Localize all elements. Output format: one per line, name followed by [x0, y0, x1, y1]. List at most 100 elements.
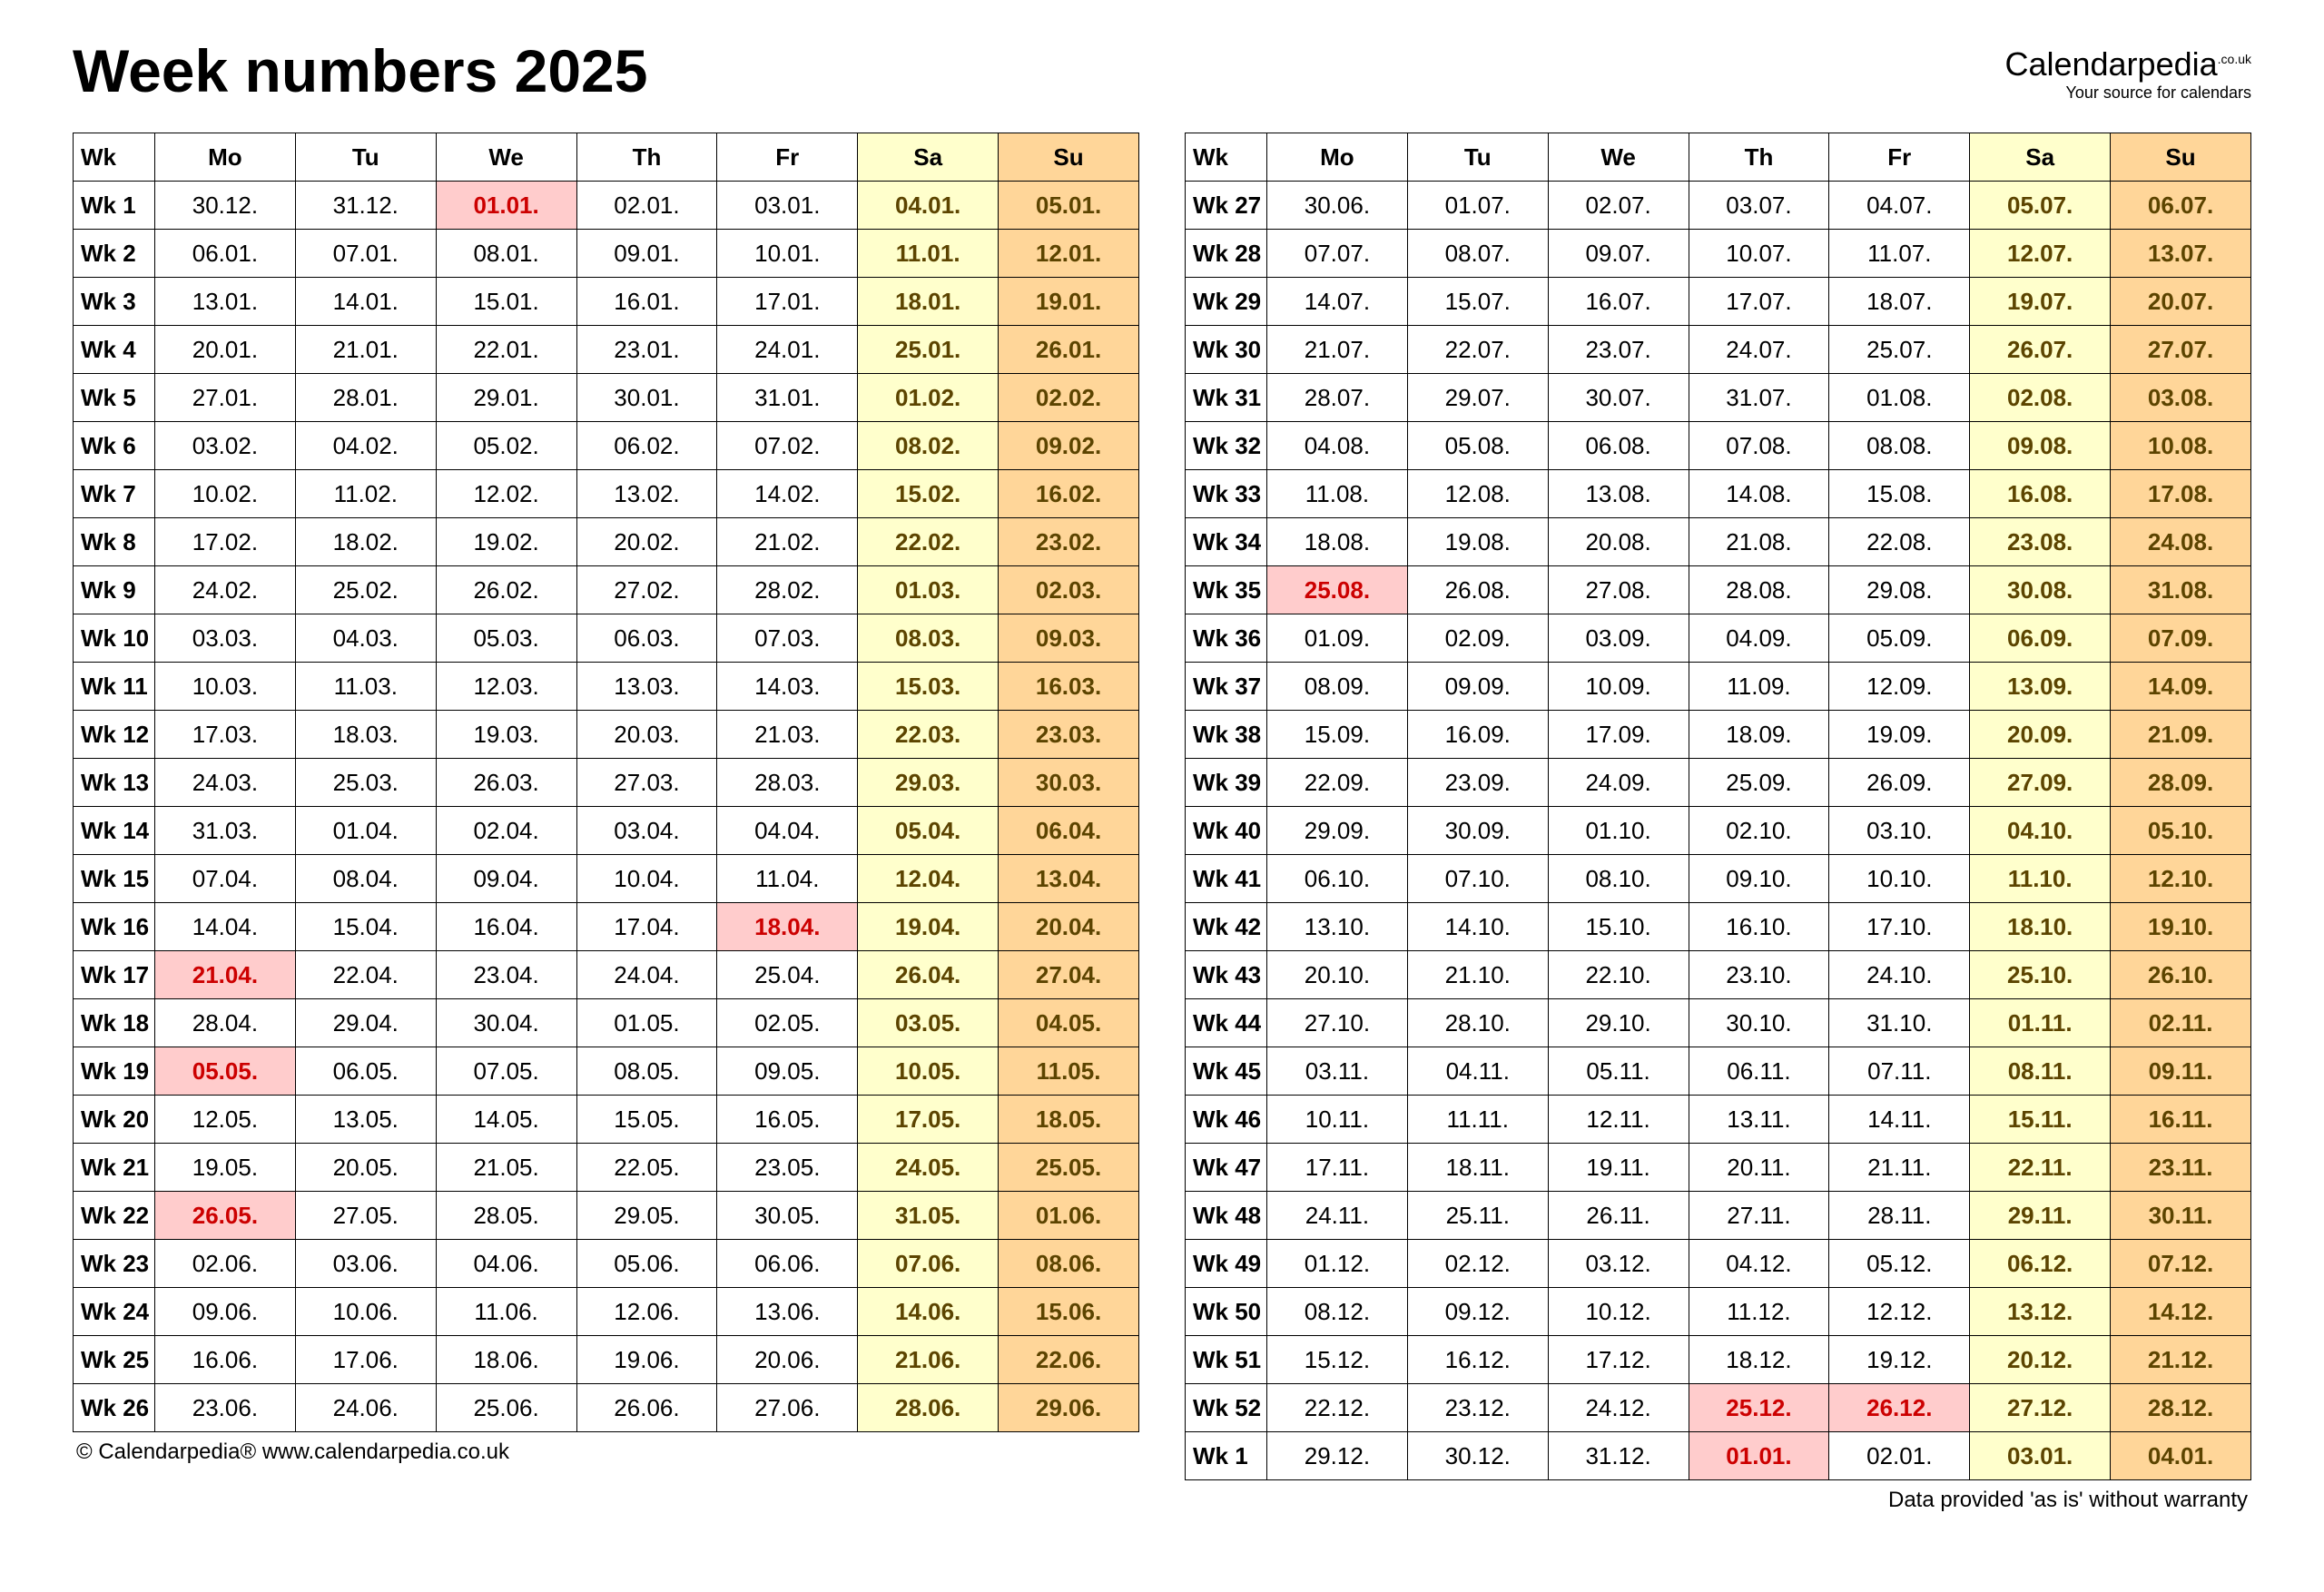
- day-cell: 01.07.: [1407, 182, 1548, 230]
- day-cell: 28.08.: [1689, 566, 1829, 614]
- day-cell: 22.11.: [1970, 1144, 2111, 1192]
- week-label: Wk 25: [74, 1336, 155, 1384]
- week-table-right: WkMoTuWeThFrSaSuWk 2730.06.01.07.02.07.0…: [1185, 133, 2251, 1480]
- day-cell: 17.03.: [155, 711, 296, 759]
- day-cell: 29.08.: [1829, 566, 1970, 614]
- day-cell: 21.11.: [1829, 1144, 1970, 1192]
- week-label: Wk 20: [74, 1096, 155, 1144]
- day-cell: 17.04.: [576, 903, 717, 951]
- day-cell: 17.11.: [1267, 1144, 1408, 1192]
- week-label: Wk 5: [74, 374, 155, 422]
- day-cell: 28.06.: [858, 1384, 999, 1432]
- day-cell: 18.05.: [999, 1096, 1139, 1144]
- day-cell: 10.12.: [1548, 1288, 1689, 1336]
- day-cell: 20.02.: [576, 518, 717, 566]
- day-cell: 09.05.: [717, 1047, 858, 1096]
- day-cell: 14.11.: [1829, 1096, 1970, 1144]
- day-cell: 02.03.: [999, 566, 1139, 614]
- day-cell: 05.04.: [858, 807, 999, 855]
- week-table-left: WkMoTuWeThFrSaSuWk 130.12.31.12.01.01.02…: [73, 133, 1139, 1432]
- week-row: Wk 129.12.30.12.31.12.01.01.02.01.03.01.…: [1186, 1432, 2251, 1480]
- brand-tld: .co.uk: [2218, 52, 2251, 66]
- col-header: Mo: [1267, 133, 1408, 182]
- day-cell: 25.03.: [295, 759, 436, 807]
- day-cell: 12.05.: [155, 1096, 296, 1144]
- day-cell: 11.04.: [717, 855, 858, 903]
- day-cell: 29.05.: [576, 1192, 717, 1240]
- day-cell: 26.07.: [1970, 326, 2111, 374]
- day-cell: 03.06.: [295, 1240, 436, 1288]
- day-cell: 13.05.: [295, 1096, 436, 1144]
- day-cell: 12.07.: [1970, 230, 2111, 278]
- day-cell: 07.04.: [155, 855, 296, 903]
- day-cell: 21.07.: [1267, 326, 1408, 374]
- day-cell: 31.12.: [295, 182, 436, 230]
- day-cell: 06.12.: [1970, 1240, 2111, 1288]
- day-cell: 27.09.: [1970, 759, 2111, 807]
- week-label: Wk 26: [74, 1384, 155, 1432]
- day-cell: 09.03.: [999, 614, 1139, 663]
- day-cell: 15.11.: [1970, 1096, 2111, 1144]
- day-cell: 21.02.: [717, 518, 858, 566]
- day-cell: 26.03.: [436, 759, 576, 807]
- day-cell: 02.11.: [2111, 999, 2251, 1047]
- day-cell: 20.04.: [999, 903, 1139, 951]
- day-cell: 02.08.: [1970, 374, 2111, 422]
- week-label: Wk 42: [1186, 903, 1267, 951]
- day-cell: 22.09.: [1267, 759, 1408, 807]
- day-cell: 22.02.: [858, 518, 999, 566]
- week-row: Wk 206.01.07.01.08.01.09.01.10.01.11.01.…: [74, 230, 1139, 278]
- day-cell: 16.05.: [717, 1096, 858, 1144]
- day-cell: 03.02.: [155, 422, 296, 470]
- week-label: Wk 32: [1186, 422, 1267, 470]
- col-header: We: [436, 133, 576, 182]
- day-cell: 11.07.: [1829, 230, 1970, 278]
- day-cell: 21.05.: [436, 1144, 576, 1192]
- day-cell: 28.02.: [717, 566, 858, 614]
- day-cell: 14.12.: [2111, 1288, 2251, 1336]
- week-label: Wk 1: [1186, 1432, 1267, 1480]
- week-label: Wk 3: [74, 278, 155, 326]
- day-cell: 10.04.: [576, 855, 717, 903]
- day-cell: 17.10.: [1829, 903, 1970, 951]
- day-cell: 12.02.: [436, 470, 576, 518]
- week-label: Wk 22: [74, 1192, 155, 1240]
- week-row: Wk 3708.09.09.09.10.09.11.09.12.09.13.09…: [1186, 663, 2251, 711]
- day-cell: 05.02.: [436, 422, 576, 470]
- day-cell: 04.09.: [1689, 614, 1829, 663]
- day-cell: 31.10.: [1829, 999, 1970, 1047]
- week-label: Wk 34: [1186, 518, 1267, 566]
- day-cell: 06.07.: [2111, 182, 2251, 230]
- col-header: Mo: [155, 133, 296, 182]
- day-cell: 21.04.: [155, 951, 296, 999]
- day-cell: 28.05.: [436, 1192, 576, 1240]
- day-cell: 02.05.: [717, 999, 858, 1047]
- day-cell: 19.05.: [155, 1144, 296, 1192]
- week-row: Wk 1110.03.11.03.12.03.13.03.14.03.15.03…: [74, 663, 1139, 711]
- day-cell: 23.09.: [1407, 759, 1548, 807]
- day-cell: 06.04.: [999, 807, 1139, 855]
- day-cell: 08.07.: [1407, 230, 1548, 278]
- day-cell: 31.07.: [1689, 374, 1829, 422]
- brand-tagline: Your source for calendars: [2004, 84, 2251, 103]
- day-cell: 30.11.: [2111, 1192, 2251, 1240]
- day-cell: 09.04.: [436, 855, 576, 903]
- day-cell: 16.02.: [999, 470, 1139, 518]
- week-label: Wk 45: [1186, 1047, 1267, 1096]
- week-row: Wk 527.01.28.01.29.01.30.01.31.01.01.02.…: [74, 374, 1139, 422]
- day-cell: 29.06.: [999, 1384, 1139, 1432]
- day-cell: 27.05.: [295, 1192, 436, 1240]
- day-cell: 11.03.: [295, 663, 436, 711]
- day-cell: 03.03.: [155, 614, 296, 663]
- day-cell: 08.11.: [1970, 1047, 2111, 1096]
- day-cell: 23.02.: [999, 518, 1139, 566]
- day-cell: 16.03.: [999, 663, 1139, 711]
- day-cell: 22.12.: [1267, 1384, 1408, 1432]
- week-label: Wk 47: [1186, 1144, 1267, 1192]
- day-cell: 26.09.: [1829, 759, 1970, 807]
- day-cell: 06.08.: [1548, 422, 1689, 470]
- day-cell: 05.05.: [155, 1047, 296, 1096]
- day-cell: 09.06.: [155, 1288, 296, 1336]
- day-cell: 14.06.: [858, 1288, 999, 1336]
- day-cell: 16.10.: [1689, 903, 1829, 951]
